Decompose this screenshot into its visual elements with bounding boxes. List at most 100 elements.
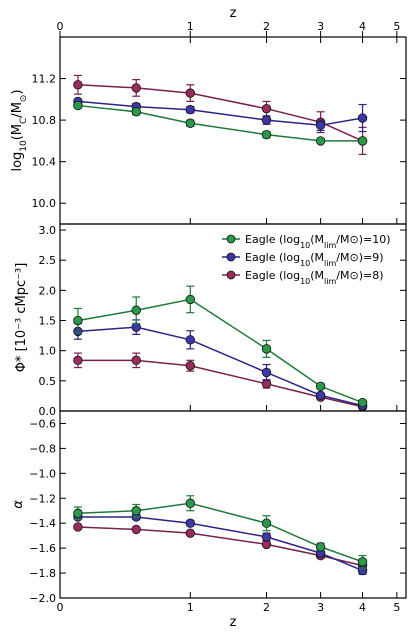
y-tick-label: −1.0: [29, 467, 56, 480]
legend-label-part: lim: [324, 259, 336, 268]
bottom-z-tick-label: 0: [57, 601, 64, 614]
data-point-m10: [74, 509, 83, 518]
bottom-z-tick-label: 3: [317, 601, 324, 614]
data-point-m9: [186, 336, 195, 345]
y-tick-label: −0.6: [29, 417, 56, 430]
top-z-tick-label: 1: [187, 20, 194, 33]
data-point-m8: [74, 356, 83, 365]
data-point-m8: [74, 523, 83, 532]
y-axis-title-alpha: α: [11, 500, 26, 509]
data-point-m8: [186, 529, 195, 538]
data-point-m8: [262, 104, 271, 113]
data-point-m10: [132, 306, 141, 315]
legend-label-part: lim: [324, 277, 336, 286]
legend-label-part: lim: [324, 241, 336, 250]
legend-label-part: (M: [310, 269, 324, 282]
top-z-tick-label: 2: [263, 20, 270, 33]
data-point-m10: [262, 345, 271, 354]
y-tick-label: −1.8: [29, 567, 56, 580]
y-tick-label: 10.0: [32, 197, 57, 210]
y-axis-title-part: log: [10, 152, 25, 172]
bottom-z-tick-label: 5: [393, 601, 400, 614]
data-point-m10: [186, 499, 195, 508]
legend-label-m8: Eagle (log10(Mlim/M⊙)=8): [245, 269, 384, 286]
data-point-m8: [186, 361, 195, 370]
data-point-m8: [74, 80, 83, 89]
legend-label-part: Eagle (log: [245, 269, 300, 282]
panels: 10.010.410.811.2log10(MC/M⊙)0.00.51.01.5…: [10, 37, 406, 605]
y-axis-title-part: ⊙: [19, 95, 29, 103]
legend-label-m9: Eagle (log10(Mlim/M⊙)=9): [245, 251, 384, 268]
y-tick-label: −0.8: [29, 442, 56, 455]
data-point-m10: [316, 543, 325, 552]
y-tick-label: −2.0: [29, 592, 56, 605]
legend-label-m10: Eagle (log10(Mlim/M⊙)=10): [245, 233, 391, 250]
legend-marker-m9: [227, 253, 235, 261]
data-point-m9: [186, 105, 195, 114]
data-point-m8: [186, 89, 195, 98]
data-point-m10: [358, 398, 367, 407]
top-axis-title: z: [230, 6, 237, 21]
top-z-axis: z 0 1 2 3 4 5: [57, 6, 401, 37]
legend-label-part: /M⊙)=10): [336, 233, 390, 246]
data-point-m10: [132, 506, 141, 515]
legend-label-part: 10: [300, 259, 310, 268]
y-tick-label: −1.2: [29, 492, 56, 505]
y-axis-title-part: /M: [10, 102, 25, 118]
data-point-m9: [316, 121, 325, 130]
y-tick-label: −1.6: [29, 542, 56, 555]
data-point-m9: [262, 116, 271, 125]
y-tick-label: 0.0: [39, 405, 57, 418]
panel-frame: [60, 37, 406, 224]
legend-marker-m8: [227, 271, 235, 279]
top-z-tick-label: 0: [57, 20, 64, 33]
y-tick-label: 11.2: [32, 73, 57, 86]
data-point-m9: [186, 519, 195, 528]
panel-frame: [60, 411, 406, 598]
y-tick-label: 10.8: [32, 114, 57, 127]
y-axis-title-part: (M: [10, 124, 25, 140]
legend-marker-m10: [227, 235, 235, 243]
data-point-m8: [132, 84, 141, 93]
top-z-tick-label: 5: [393, 20, 400, 33]
bottom-z-tick-label: 4: [359, 601, 366, 614]
y-tick-label: 2.0: [39, 284, 57, 297]
y-tick-label: 1.0: [39, 345, 57, 358]
y-tick-label: 1.5: [39, 315, 57, 328]
data-point-m9: [262, 533, 271, 542]
legend-label-part: (M: [310, 233, 324, 246]
legend: Eagle (log10(Mlim/M⊙)=10)Eagle (log10(Ml…: [222, 233, 391, 286]
data-point-m10: [316, 137, 325, 146]
data-point-m9: [132, 323, 141, 332]
y-axis-title-phi: Φ* [10⁻³ cMpc⁻³]: [14, 263, 29, 373]
y-axis-title-mc: log10(MC/M⊙): [10, 89, 29, 171]
data-point-m10: [262, 130, 271, 139]
data-point-m8: [132, 356, 141, 365]
y-tick-label: −1.4: [29, 517, 56, 530]
bottom-axis-title: z: [230, 615, 237, 630]
legend-label-part: /M⊙)=9): [336, 251, 383, 264]
data-point-m10: [186, 119, 195, 128]
data-point-m9: [262, 368, 271, 377]
bottom-z-tick-label: 1: [187, 601, 194, 614]
legend-label-part: 10: [300, 241, 310, 250]
data-point-m10: [358, 137, 367, 146]
y-axis-title-part: ): [10, 89, 25, 94]
y-tick-label: 2.5: [39, 254, 57, 267]
y-tick-label: 3.0: [39, 224, 57, 237]
top-z-tick-label: 4: [359, 20, 366, 33]
data-point-m8: [262, 380, 271, 389]
legend-label-part: /M⊙)=8): [336, 269, 383, 282]
data-point-m10: [262, 519, 271, 528]
data-point-m10: [74, 316, 83, 325]
legend-label-part: (M: [310, 251, 324, 264]
bottom-z-tick-label: 2: [263, 601, 270, 614]
data-point-m10: [186, 295, 195, 304]
data-point-m10: [358, 558, 367, 567]
data-point-m9: [358, 114, 367, 123]
legend-label-part: Eagle (log: [245, 233, 300, 246]
legend-label-part: Eagle (log: [245, 251, 300, 264]
data-point-m10: [74, 101, 83, 110]
